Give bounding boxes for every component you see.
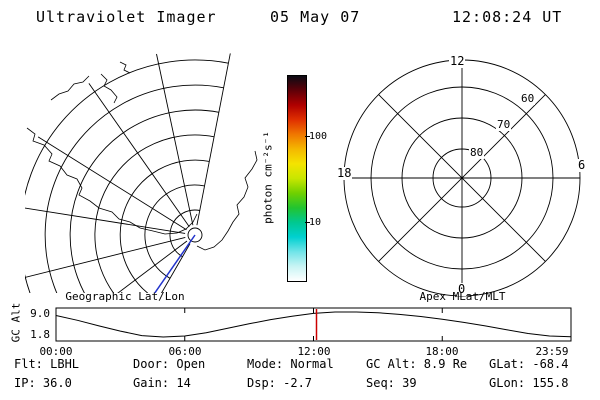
status-gcalt: GC Alt: 8.9 Re	[366, 357, 468, 371]
mlt-label-18: 18	[336, 166, 353, 180]
geo-caption: Geographic Lat/Lon	[65, 290, 185, 303]
strip-xtick-12: 12:00	[297, 345, 331, 358]
apex-caption: Apex MLat/MLT	[419, 290, 506, 303]
orbit-track-line	[153, 234, 196, 293]
status-glat: GLat: -68.4	[489, 357, 569, 371]
strip-ytick-top: 9.0	[30, 307, 50, 320]
mlt-label-12: 12	[449, 54, 466, 68]
colorbar-tick-100-mark	[305, 136, 310, 137]
time-label: 12:08:24 UT	[452, 8, 563, 26]
app-title: Ultraviolet Imager	[36, 8, 217, 26]
status-seq: Seq: 39	[366, 376, 417, 390]
date-label: 05 May 07	[270, 8, 361, 26]
status-ip: IP: 36.0	[14, 376, 72, 390]
mlt-label-0: 0	[457, 282, 467, 296]
mlt-label-6: 6	[577, 158, 587, 172]
gc-alt-curve	[55, 311, 572, 338]
geo-grid	[25, 53, 231, 293]
gc-alt-strip-chart	[55, 307, 572, 342]
status-gain: Gain: 14	[133, 376, 191, 390]
coastlines	[26, 61, 258, 251]
strip-xtick-0: 00:00	[39, 345, 73, 358]
mlat-label-60: 60	[520, 92, 536, 105]
strip-ylabel: GC Alt	[9, 302, 23, 343]
colorbar-tick-100: 100	[309, 131, 328, 142]
strip-ticks	[184, 308, 443, 341]
apex-grid	[343, 59, 581, 297]
status-glon: GLon: 155.8	[489, 376, 569, 390]
status-flt: Flt: LBHL	[14, 357, 80, 371]
geographic-map-panel	[25, 53, 258, 293]
colorbar-tick-10-mark	[305, 222, 310, 223]
mlat-label-70: 70	[496, 118, 512, 131]
strip-ytick-bottom: 1.8	[30, 328, 50, 341]
status-door: Door: Open	[133, 357, 206, 371]
status-mode: Mode: Normal	[247, 357, 334, 371]
colorbar-gradient	[288, 76, 306, 281]
colorbar-tick-10: 10	[309, 217, 322, 228]
colorbar	[287, 75, 307, 282]
strip-xtick-6: 06:00	[168, 345, 202, 358]
strip-xtick-24: 23:59	[535, 345, 569, 358]
mlat-label-80: 80	[469, 146, 485, 159]
status-dsp: Dsp: -2.7	[247, 376, 313, 390]
strip-xtick-18: 18:00	[425, 345, 459, 358]
colorbar-label: photon cm⁻²s⁻¹	[261, 131, 275, 224]
apex-polar-panel	[343, 59, 581, 297]
